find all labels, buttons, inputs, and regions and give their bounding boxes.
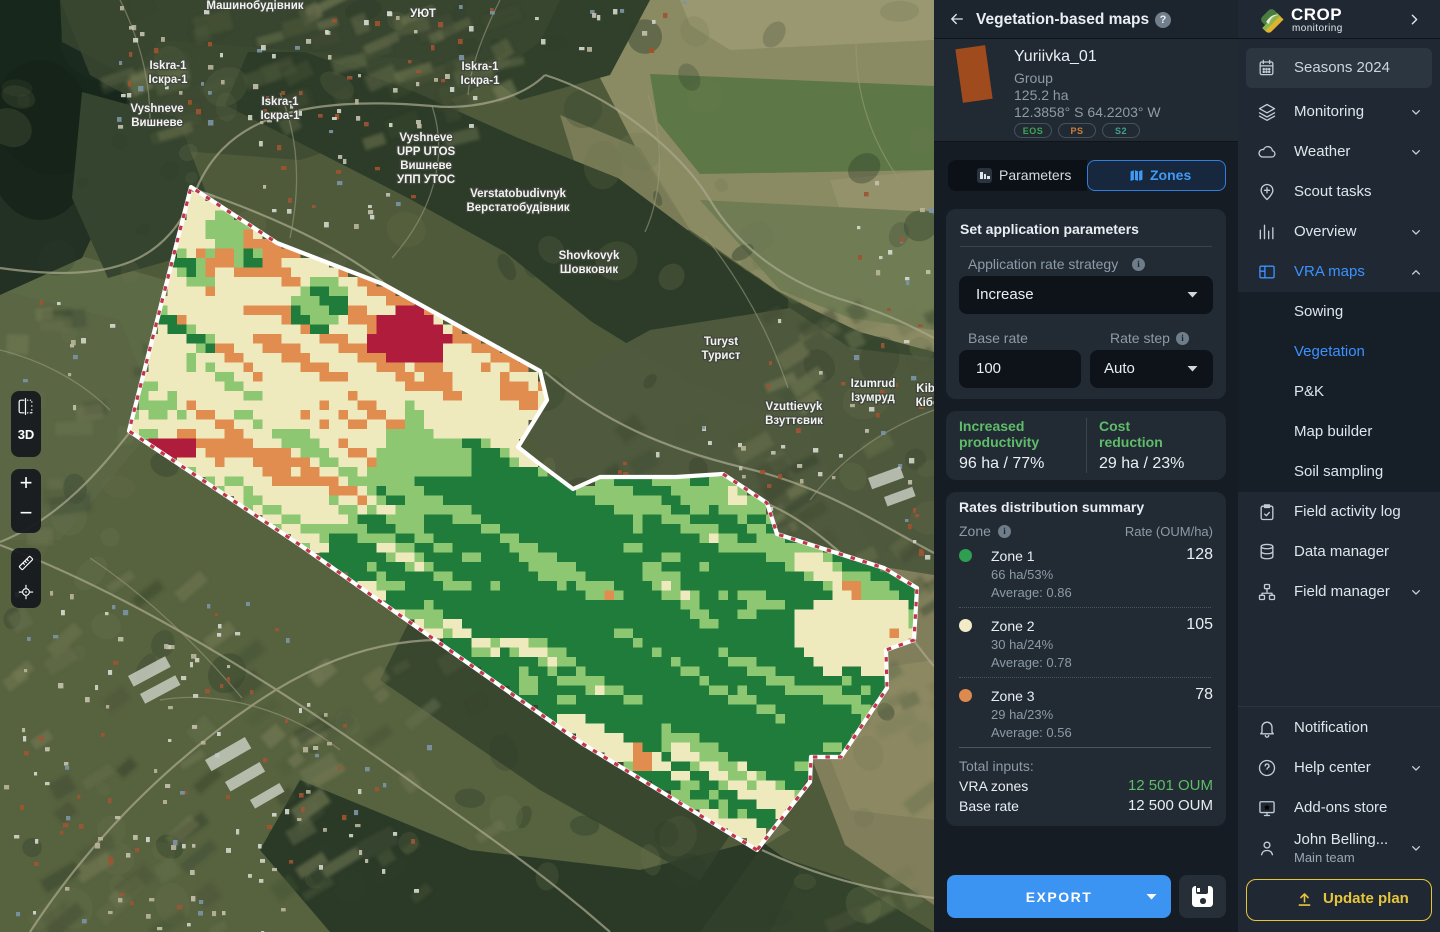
svg-text:Iskra-1: Iskra-1 (149, 60, 187, 72)
svg-text:Машинобудівник: Машинобудівник (206, 0, 303, 12)
svg-text:Турист: Турист (702, 350, 741, 362)
svg-text:Вишневе: Вишневе (400, 160, 452, 172)
svg-text:Верстатобудівник: Верстатобудівник (466, 202, 569, 214)
svg-text:Вишневе: Вишневе (131, 117, 183, 129)
svg-text:Kiber: Kiber (916, 383, 934, 395)
svg-text:Turyst: Turyst (704, 336, 738, 348)
svg-text:Іскра-1: Іскра-1 (461, 75, 501, 87)
svg-text:Iskra-1: Iskra-1 (461, 61, 499, 73)
svg-text:Ізумруд: Ізумруд (851, 392, 895, 404)
svg-text:Кібер: Кібер (916, 397, 934, 409)
svg-text:Іскра-1: Іскра-1 (261, 110, 301, 122)
svg-text:Vyshneve: Vyshneve (130, 103, 183, 115)
svg-text:Шовковик: Шовковик (560, 264, 618, 276)
svg-text:Shovkovyk: Shovkovyk (559, 250, 620, 262)
svg-text:Іскра-1: Іскра-1 (149, 74, 189, 86)
svg-text:Verstatobudivnyk: Verstatobudivnyk (470, 188, 566, 200)
svg-text:Vzuttievyk: Vzuttievyk (766, 401, 823, 413)
svg-text:Izumrud: Izumrud (851, 378, 896, 390)
svg-text:УЮТ: УЮТ (410, 8, 436, 20)
svg-text:Vyshneve: Vyshneve (399, 132, 452, 144)
svg-text:UPP UTOS: UPP UTOS (397, 146, 456, 158)
svg-text:Взуттєвик: Взуттєвик (765, 415, 823, 427)
svg-text:Iskra-1: Iskra-1 (261, 96, 299, 108)
svg-text:УПП УТОС: УПП УТОС (397, 174, 455, 186)
